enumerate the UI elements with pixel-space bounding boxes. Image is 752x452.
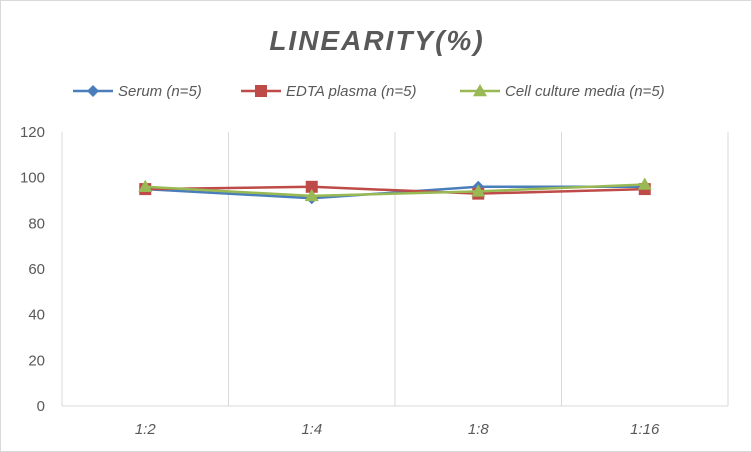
legend: Serum (n=5) EDTA plasma (n=5) Cell culture… xyxy=(73,83,665,100)
data-point xyxy=(305,180,318,193)
y-axis-ticks: 0 20 40 60 80 100 120 xyxy=(20,124,45,415)
series-line xyxy=(145,185,645,195)
y-tick-label: 0 xyxy=(37,398,45,415)
legend-marker xyxy=(255,85,267,97)
y-tick-label: 40 xyxy=(28,307,45,324)
series-group xyxy=(138,177,652,205)
y-tick-label: 60 xyxy=(28,261,45,278)
y-tick-label: 80 xyxy=(28,215,45,232)
legend-marker xyxy=(473,84,487,97)
data-point xyxy=(471,184,486,197)
series-line xyxy=(145,183,645,198)
gridlines xyxy=(61,132,729,406)
data-point xyxy=(637,177,652,190)
legend-marker xyxy=(87,85,99,97)
y-tick-label: 120 xyxy=(20,124,45,141)
x-axis-ticks: 1:2 1:4 1:8 1:16 xyxy=(135,421,660,438)
data-point xyxy=(138,179,153,193)
legend-label: Serum (n=5) xyxy=(118,83,202,100)
legend-label: EDTA plasma (n=5) xyxy=(286,83,416,100)
legend-item: Serum (n=5) xyxy=(73,83,202,100)
legend-item: EDTA plasma (n=5) xyxy=(241,83,416,100)
legend-label: Cell culture media (n=5) xyxy=(505,83,665,100)
y-tick-label: 100 xyxy=(20,170,45,187)
legend-item: Cell culture media (n=5) xyxy=(460,83,665,100)
data-point xyxy=(304,188,319,202)
x-tick-label: 1:8 xyxy=(468,421,490,438)
y-tick-label: 20 xyxy=(28,352,45,369)
series-3 xyxy=(138,177,652,202)
x-tick-label: 1:2 xyxy=(135,421,157,438)
x-tick-label: 1:4 xyxy=(301,421,322,438)
chart-title: LINEARITY(%) xyxy=(269,25,484,56)
x-tick-label: 1:16 xyxy=(630,421,660,438)
